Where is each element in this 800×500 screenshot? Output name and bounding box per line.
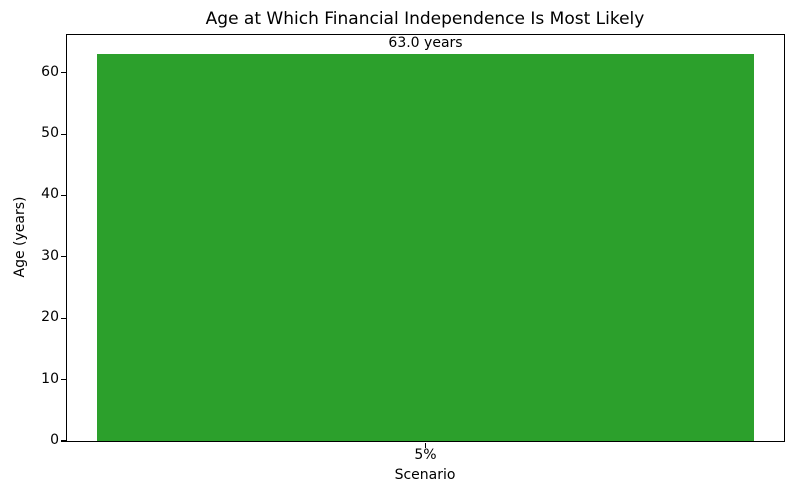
y-tick-mark: [61, 317, 66, 319]
y-tick-label: 60: [41, 63, 59, 80]
bar-value-label: 63.0 years: [388, 35, 463, 52]
y-tick-mark: [61, 256, 66, 258]
y-tick-label: 50: [41, 125, 59, 142]
y-tick-mark: [61, 379, 66, 381]
y-tick-mark: [61, 133, 66, 135]
y-tick-label: 10: [41, 370, 59, 387]
y-tick-mark: [61, 194, 66, 197]
bar-5%: [96, 54, 755, 441]
x-tick-label: 5%: [414, 447, 437, 463]
x-axis-label: Scenario: [394, 467, 456, 483]
y-tick-label: 40: [41, 186, 59, 203]
plot-area: 0 10 20 30 40 50 60 63.0 years 5%: [41, 34, 785, 463]
y-tick-label: 0: [50, 432, 59, 449]
y-tick-label: 20: [41, 309, 59, 326]
y-tick-label: 30: [41, 248, 59, 265]
chart-title: Age at Which Financial Independence Is M…: [205, 9, 645, 29]
y-tick-mark: [61, 440, 66, 442]
x-tick-mark: [424, 443, 427, 448]
y-axis-label: Age (years): [12, 196, 28, 278]
y-tick-mark: [61, 72, 66, 74]
